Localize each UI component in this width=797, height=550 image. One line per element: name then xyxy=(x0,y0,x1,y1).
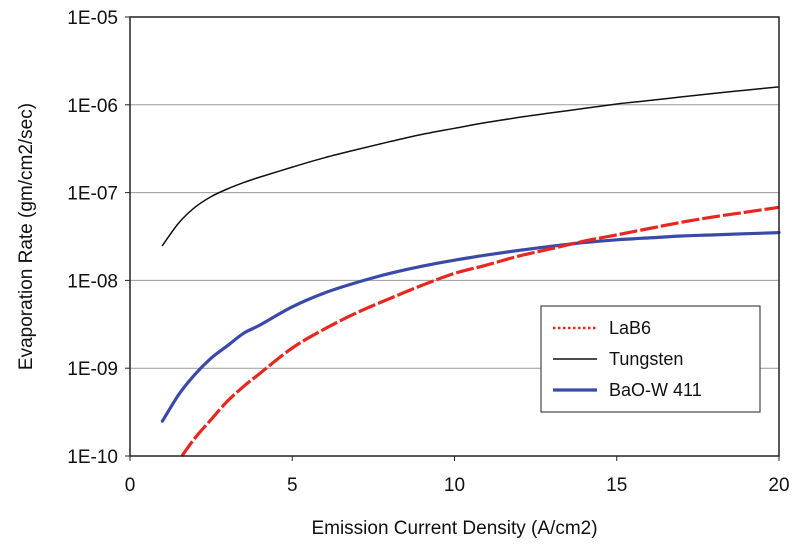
series-line-bao-w-411 xyxy=(160,231,781,423)
series-layer xyxy=(160,86,781,457)
legend-label-bao-w-411: BaO-W 411 xyxy=(609,380,702,400)
y-tick-label: 1E-05 xyxy=(67,8,118,29)
y-tick-label: 1E-07 xyxy=(67,184,118,205)
legend: LaB6 Tungsten BaO-W 411 xyxy=(540,305,761,413)
y-tick-label: 1E-06 xyxy=(67,96,118,117)
legend-label-lab6: LaB6 xyxy=(609,318,651,338)
series-line-lab6 xyxy=(180,205,780,457)
legend-label-tungsten: Tungsten xyxy=(609,349,683,369)
series-line-tungsten xyxy=(161,86,780,247)
x-axis-ticks: 0 5 10 15 20 xyxy=(125,456,790,496)
x-tick-label: 20 xyxy=(768,475,789,496)
y-tick-label: 1E-09 xyxy=(67,359,118,380)
y-axis-title: Evaporation Rate (gm/cm2/sec) xyxy=(16,103,37,370)
x-tick-label: 15 xyxy=(606,475,627,496)
x-tick-label: 5 xyxy=(287,475,298,496)
x-tick-label: 0 xyxy=(125,475,136,496)
y-tick-label: 1E-10 xyxy=(67,447,118,468)
y-axis-ticks: 1E-10 1E-09 1E-08 1E-07 1E-06 1E-05 xyxy=(67,8,130,468)
x-axis-title: Emission Current Density (A/cm2) xyxy=(311,518,597,539)
x-tick-label: 10 xyxy=(444,475,465,496)
y-tick-label: 1E-08 xyxy=(67,271,118,292)
